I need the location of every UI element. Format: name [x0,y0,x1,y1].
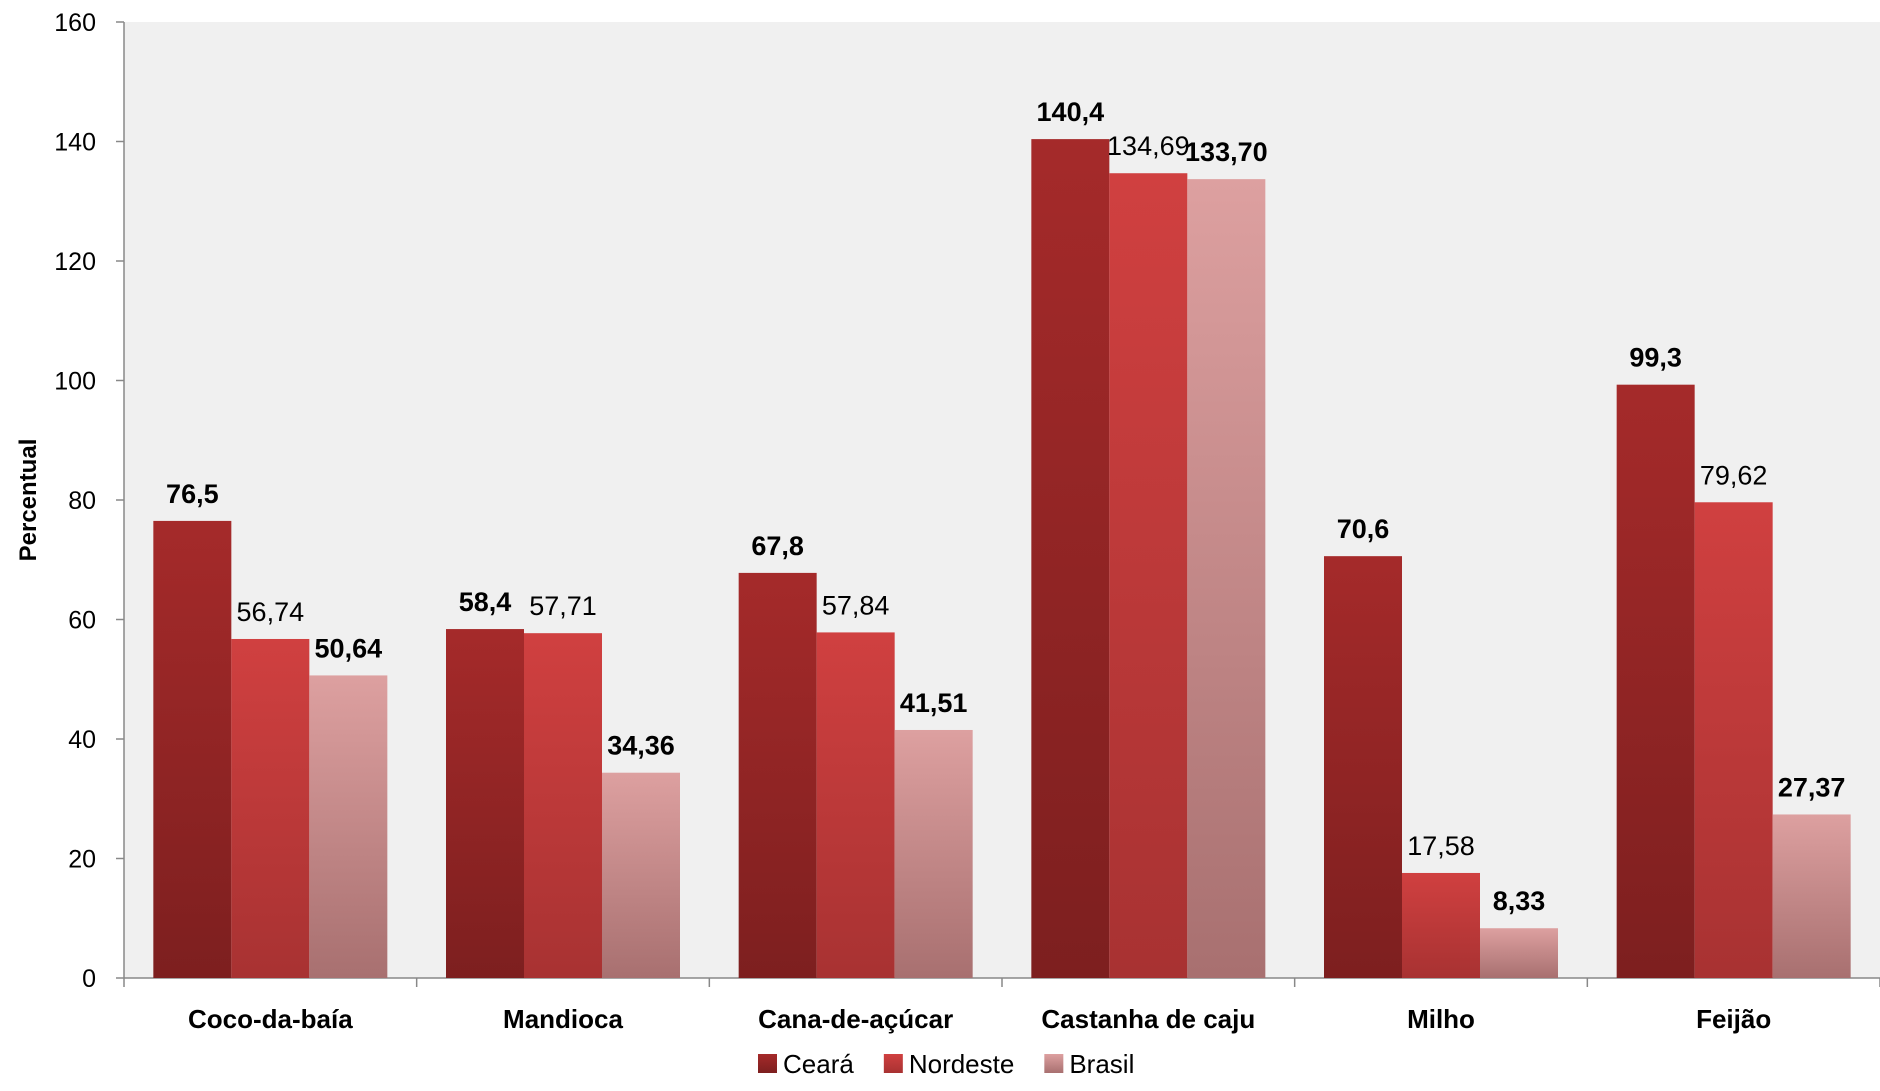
plot-area-background [124,22,1880,978]
bar-nordeste [1109,173,1188,979]
data-label: 76,5 [166,479,219,509]
data-label: 34,36 [607,731,675,761]
y-tick-label: 100 [54,368,96,396]
data-label: 57,71 [529,591,597,621]
legend: Ceará Nordeste Brasil [758,1049,1134,1079]
x-tick-label: Milho [1407,1004,1475,1034]
bar-ceará [1031,139,1110,979]
y-axis: 0 20 40 60 80 100 120 140 160 [54,9,125,993]
legend-swatch [883,1054,903,1073]
data-label: 57,84 [822,590,890,620]
bar-brasil [1480,928,1558,978]
bar-nordeste [816,632,895,978]
x-tick-label: Cana-de-açúcar [758,1004,953,1034]
bar-ceará [153,520,232,978]
y-tick-label: 60 [68,607,96,635]
y-tick-label: 160 [54,9,96,37]
data-label: 79,62 [1700,460,1768,490]
y-tick-label: 0 [82,965,96,993]
legend-swatch [758,1054,777,1073]
y-tick-label: 140 [54,129,96,157]
data-label: 140,4 [1037,97,1105,127]
data-label: 99,3 [1629,343,1682,373]
data-label: 134,69 [1107,131,1190,161]
y-axis-title: Percentual [15,439,42,562]
data-label: 17,58 [1407,831,1475,861]
data-label: 67,8 [751,531,804,561]
y-tick-label: 120 [54,248,96,276]
bar-brasil [894,729,973,978]
x-axis: Coco-da-baía Mandioca Cana-de-açúcar Castan… [123,977,1880,1034]
legend-label: Nordeste [909,1049,1015,1079]
bar-nordeste [1402,872,1480,978]
x-tick-label: Coco-da-baía [188,1004,353,1034]
bars-group [153,139,1851,979]
bar-nordeste [1694,502,1773,978]
data-label: 58,4 [459,587,512,617]
data-label: 27,37 [1778,772,1846,802]
y-tick-label: 80 [68,487,96,515]
y-tick-label: 40 [68,726,96,754]
data-label: 50,64 [315,633,383,663]
data-label: 56,74 [237,597,305,627]
data-label: 70,6 [1337,514,1390,544]
bar-ceará [738,572,817,978]
bar-ceará [1616,384,1695,978]
x-tick-label: Mandioca [503,1004,623,1034]
data-label: 41,51 [900,688,968,718]
bar-brasil [602,772,680,978]
bar-brasil [1187,179,1266,978]
legend-label: Ceará [783,1049,854,1079]
data-label: 8,33 [1493,886,1546,916]
legend-label: Brasil [1069,1049,1134,1079]
data-labels-group: 76,5 56,74 50,64 58,4 57,71 34,36 67,8 57,84 41,… [166,97,1845,916]
bar-ceará [1324,556,1402,978]
x-tick-label: Feijão [1696,1004,1771,1034]
bar-brasil [309,675,388,978]
bar-nordeste [524,633,602,978]
bar-ceará [446,629,524,978]
x-tick-label: Castanha de caju [1041,1004,1255,1034]
data-label: 133,70 [1185,137,1268,167]
bar-nordeste [231,638,310,978]
bar-brasil [1772,814,1851,978]
legend-swatch [1044,1054,1064,1073]
y-tick-label: 20 [68,846,96,874]
